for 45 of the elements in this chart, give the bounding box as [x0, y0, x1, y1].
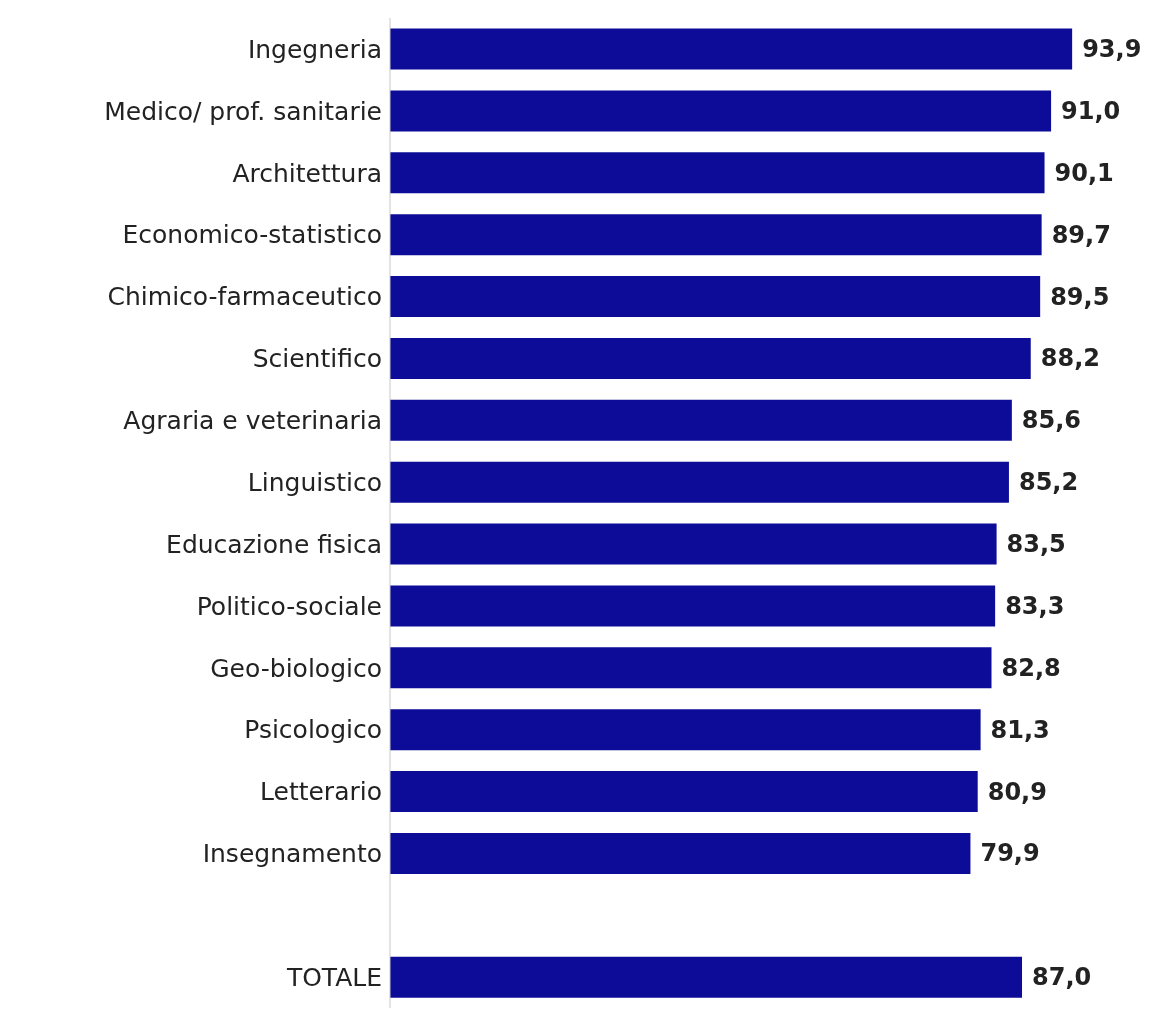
data-label: 89,5: [1050, 282, 1110, 311]
y-tick-label: Scientifico: [252, 344, 382, 374]
data-label: 91,0: [1061, 96, 1121, 125]
bar: [390, 956, 1023, 998]
y-tick-label: TOTALE: [285, 962, 382, 992]
data-label: 85,2: [1018, 468, 1079, 497]
data-label: 83,3: [1005, 591, 1065, 620]
bar: [390, 709, 981, 751]
y-tick-label: Chimico-farmaceutico: [107, 282, 382, 312]
data-label: 79,9: [980, 839, 1040, 868]
bar: [390, 214, 1042, 256]
data-label: 85,6: [1021, 406, 1082, 435]
y-tick-label: Ingegneria: [247, 34, 382, 64]
y-tick-label: Architettura: [232, 158, 382, 188]
data-label: 93,9: [1082, 35, 1142, 64]
y-tick-label: Politico-sociale: [196, 591, 382, 621]
y-tick-label: Educazione fisica: [166, 529, 382, 559]
bar: [390, 771, 978, 813]
data-label: 83,5: [1006, 530, 1066, 559]
y-tick-label: Geo-biologico: [210, 653, 382, 683]
y-tick-label: Psicologico: [244, 715, 382, 745]
data-label: 89,7: [1051, 220, 1111, 249]
y-tick-label: Medico/ prof. sanitarie: [104, 96, 382, 126]
bar: [390, 523, 997, 565]
bar: [390, 276, 1041, 318]
bar: [390, 832, 971, 874]
bar: [390, 90, 1052, 132]
y-tick-label: Linguistico: [247, 467, 382, 497]
bar: [390, 585, 996, 627]
data-label: 82,8: [1001, 653, 1061, 682]
y-tick-label: Letterario: [260, 777, 382, 807]
bar: [390, 337, 1031, 379]
bar: [390, 647, 992, 689]
data-label: 87,0: [1032, 963, 1092, 992]
data-label: 81,3: [990, 715, 1050, 744]
bar: [390, 461, 1009, 503]
y-tick-label: Agraria e veterinaria: [123, 406, 382, 436]
y-tick-label: Economico-statistico: [122, 220, 382, 250]
data-label: 90,1: [1054, 158, 1114, 187]
bar: [390, 28, 1073, 70]
data-label: 88,2: [1040, 344, 1100, 373]
bar: [390, 152, 1045, 194]
y-tick-label: Insegnamento: [202, 839, 382, 869]
data-label: 80,9: [987, 777, 1047, 806]
bar: [390, 399, 1012, 441]
